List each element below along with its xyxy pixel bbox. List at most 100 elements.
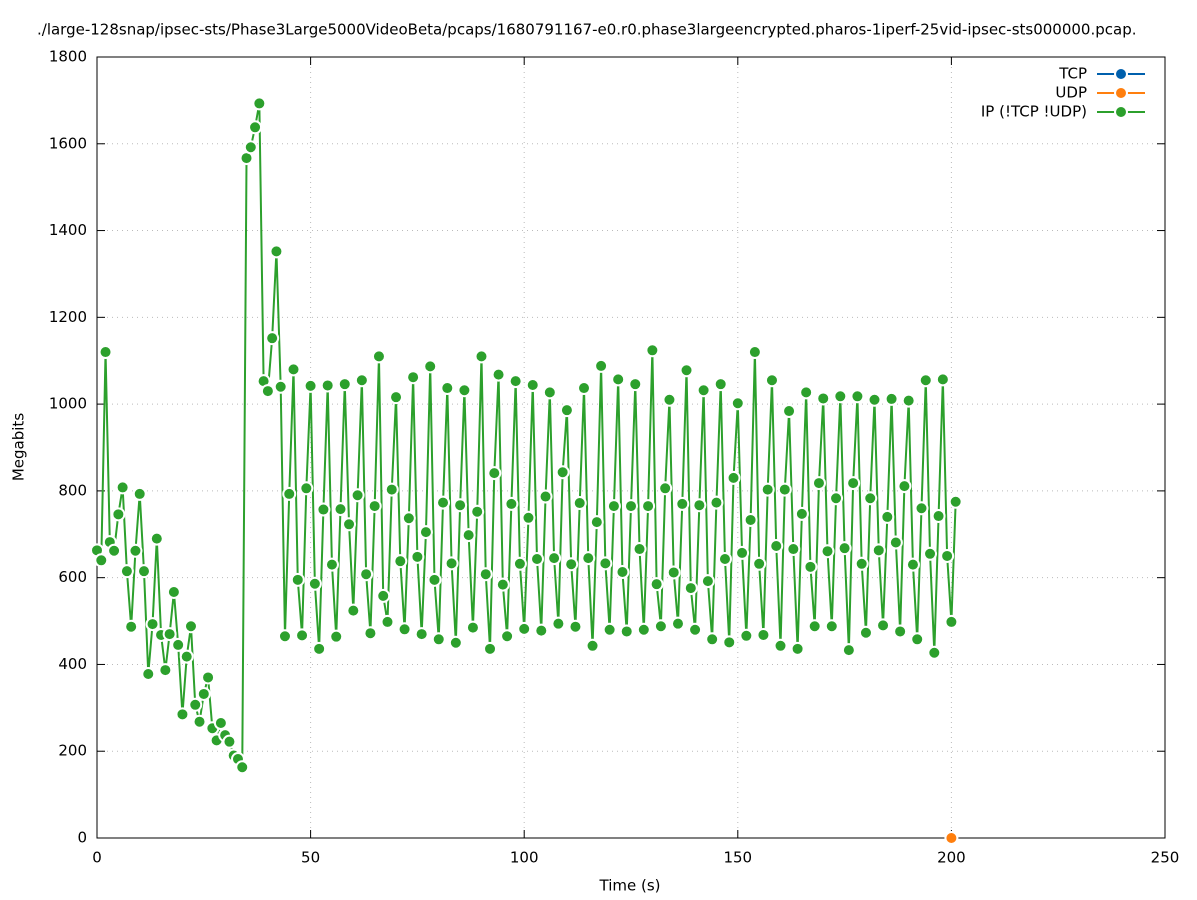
point [491,367,506,382]
point [876,618,891,633]
point [833,389,848,404]
point [594,358,609,373]
x-tick-label: 200 [937,849,966,867]
point [307,576,322,591]
point [773,638,788,653]
y-tick-label: 1400 [49,221,87,239]
point [935,372,950,387]
point [201,670,216,685]
point [320,378,335,393]
point [282,486,297,501]
point [705,632,720,647]
point [837,541,852,556]
point [653,619,668,634]
x-tick-label: 100 [510,849,539,867]
point [786,542,801,557]
point [192,714,207,729]
point [470,504,485,519]
point [252,96,267,111]
point [213,716,228,731]
point [735,545,750,560]
point [743,512,758,527]
point [863,491,878,506]
point [107,543,122,558]
x-tick-label: 250 [1151,849,1180,867]
point [841,643,856,658]
point [299,481,314,496]
point [410,549,425,564]
legend-label: IP (!TCP !UDP) [981,103,1087,121]
point [713,377,728,392]
point [777,482,792,497]
point [893,624,908,639]
y-tick-label: 600 [58,568,87,586]
point [884,391,899,406]
point [324,557,339,572]
legend-marker [1114,67,1128,81]
y-tick-label: 1600 [49,134,87,152]
point [649,577,664,592]
x-tick-label: 50 [301,849,320,867]
point [119,564,134,579]
point [905,557,920,572]
point [572,496,587,511]
point [158,663,173,678]
point [128,543,143,558]
point [384,482,399,497]
point [222,734,237,749]
point [829,491,844,506]
point [448,635,463,650]
point [342,517,357,532]
point [303,378,318,393]
point [897,479,912,494]
point [98,345,113,360]
point [440,381,455,396]
point [589,515,604,530]
y-tick-label: 200 [58,742,87,760]
point [478,567,493,582]
point [457,383,472,398]
point [124,619,139,634]
point [931,509,946,524]
legend-label: UDP [1055,84,1087,102]
point [666,565,681,580]
point [769,538,784,553]
point [709,495,724,510]
point [295,628,310,643]
point [248,120,263,135]
point [683,581,698,596]
point [115,480,130,495]
point [376,588,391,603]
point [752,556,767,571]
point [782,404,797,419]
chart-title: ./large-128snap/ipsec-sts/Phase3Large500… [37,21,1137,39]
point [504,496,519,511]
point [371,349,386,364]
point [380,614,395,629]
point [910,632,925,647]
point [794,506,809,521]
point [914,501,929,516]
point [436,495,451,510]
point [132,486,147,501]
point [901,393,916,408]
point [645,343,660,358]
point [564,557,579,572]
point [277,629,292,644]
point [824,619,839,634]
point [136,564,151,579]
y-tick-label: 400 [58,655,87,673]
point [559,403,574,418]
point [764,373,779,388]
point [333,502,348,517]
point [243,140,258,155]
point [316,502,331,517]
point [662,392,677,407]
point [461,528,476,543]
point [530,552,545,567]
point [534,623,549,638]
point [555,465,570,480]
x-tick-label: 150 [723,849,752,867]
point [803,559,818,574]
